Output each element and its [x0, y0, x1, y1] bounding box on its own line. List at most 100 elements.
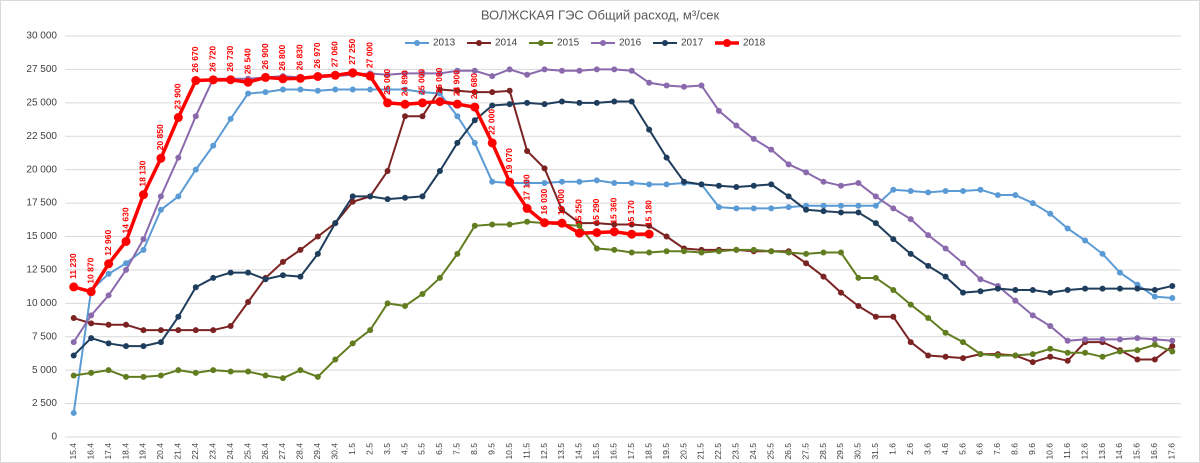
data-point [489, 89, 496, 96]
data-label: 24 890 [399, 70, 409, 96]
data-point [855, 209, 862, 216]
data-point [332, 356, 339, 363]
data-point [890, 186, 897, 193]
data-point [419, 290, 426, 297]
data-point [558, 98, 565, 105]
data-point [1047, 289, 1054, 296]
data-point [1012, 192, 1019, 199]
data-point [541, 165, 548, 172]
data-point [1169, 294, 1176, 301]
x-tick-label: 12.5 [539, 443, 549, 460]
x-tick-label: 7.6 [992, 443, 1002, 455]
data-point [279, 272, 286, 279]
x-tick-label: 29.4 [312, 443, 322, 460]
data-point [1134, 285, 1141, 292]
data-point [279, 86, 286, 93]
data-point [663, 248, 670, 255]
legend-marker [476, 40, 482, 46]
data-point [245, 368, 252, 375]
data-point [436, 274, 443, 281]
x-tick-label: 30.5 [853, 443, 863, 460]
data-point [489, 221, 496, 228]
x-tick-label: 25.4 [242, 443, 252, 460]
data-point [890, 236, 897, 243]
data-point [855, 274, 862, 281]
data-point [140, 373, 147, 380]
data-point [210, 142, 217, 149]
data-point [175, 154, 182, 161]
x-tick-label: 30.4 [330, 443, 340, 460]
x-tick-label: 26.5 [783, 443, 793, 460]
x-tick-label: 14.6 [1114, 443, 1124, 460]
x-tick-label: 16.4 [85, 443, 95, 460]
data-label: 16 030 [539, 188, 549, 214]
y-tick-label: 10 000 [26, 298, 57, 309]
series-line [73, 220, 1173, 380]
x-tick-label: 27.5 [800, 443, 810, 460]
data-point [1029, 312, 1036, 319]
data-label: 11 230 [68, 253, 78, 279]
data-label: 15 360 [609, 197, 619, 223]
x-tick-label: 31.5 [870, 443, 880, 460]
data-point [157, 372, 164, 379]
x-tick-label: 17.5 [626, 443, 636, 460]
data-point [123, 321, 130, 328]
data-point [524, 180, 531, 187]
data-point [140, 343, 147, 350]
data-point [402, 194, 409, 201]
data-point [994, 192, 1001, 199]
data-point [698, 181, 705, 188]
x-tick-label: 24.5 [748, 443, 758, 460]
data-point [471, 89, 478, 96]
data-point [1099, 336, 1106, 343]
data-point [295, 73, 305, 83]
legend-marker [414, 40, 420, 46]
data-point [890, 205, 897, 212]
x-tick-label: 14.5 [574, 443, 584, 460]
data-point [524, 71, 531, 78]
y-tick-label: 17 500 [26, 198, 57, 209]
y-tick-label: 2 500 [32, 398, 57, 409]
x-tick-label: 16.6 [1149, 443, 1159, 460]
x-tick-label: 20.4 [155, 443, 165, 460]
data-point [611, 98, 618, 105]
data-point [576, 222, 583, 229]
data-point [558, 178, 565, 185]
data-point [715, 182, 722, 189]
data-point [1099, 250, 1106, 257]
data-point [349, 193, 356, 200]
data-point [768, 181, 775, 188]
data-label: 15 170 [626, 200, 636, 226]
data-point [173, 113, 183, 123]
data-point [1029, 200, 1036, 207]
data-point [454, 139, 461, 146]
data-point [505, 177, 515, 187]
data-label: 26 970 [312, 42, 322, 68]
data-point [942, 188, 949, 195]
data-point [402, 113, 409, 120]
data-point [524, 147, 531, 154]
data-point [768, 248, 775, 255]
data-point [628, 67, 635, 74]
data-point [210, 327, 217, 334]
data-point [592, 228, 602, 238]
data-point [192, 113, 199, 120]
data-point [925, 232, 932, 239]
legend-label: 2016 [619, 38, 642, 49]
data-point [609, 227, 619, 237]
data-point [70, 352, 77, 359]
data-point [436, 86, 443, 93]
data-point [192, 166, 199, 173]
data-point [506, 87, 513, 94]
data-point [541, 180, 548, 187]
data-point [175, 313, 182, 320]
data-point [715, 107, 722, 114]
x-tick-label: 7.5 [452, 443, 462, 455]
data-point [349, 198, 356, 205]
data-label: 19 070 [504, 148, 514, 174]
data-point [349, 86, 356, 93]
data-point [977, 351, 984, 358]
data-point [419, 89, 426, 96]
x-tick-label: 27.4 [277, 443, 287, 460]
